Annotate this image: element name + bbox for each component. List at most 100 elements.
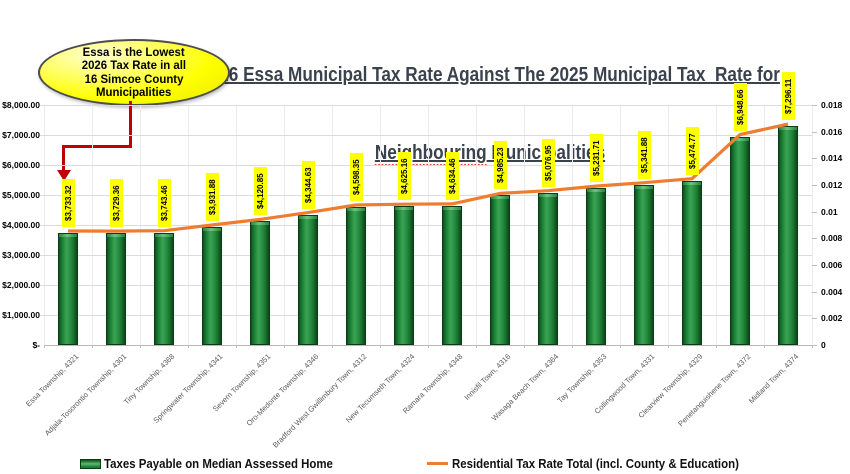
callout-text-line: Essa is the Lowest [82, 44, 186, 59]
bar-series-swatch-icon [80, 458, 101, 469]
y-axis-tick-right [812, 265, 817, 266]
x-axis-tick [140, 345, 141, 348]
plot-area: $3,733.32 $3,729.36 $3,743.46 $3,931.88 $4,1… [40, 72, 817, 348]
horizontal-gridline [40, 315, 812, 316]
y-axis-label-left: $3,000.00 [2, 250, 40, 260]
y-axis-label-right: 0.008 [821, 233, 843, 244]
y-axis-label-right: 0.006 [821, 260, 843, 270]
x-axis-tick [428, 345, 429, 348]
y-axis-label-left: $1,000.00 [2, 310, 40, 320]
bar-data-label: $7,296.11 [781, 72, 795, 121]
y-axis-label-right: 0 [821, 340, 826, 350]
y-axis-label-right: 0.002 [821, 313, 843, 324]
bar [154, 232, 174, 345]
x-axis-tick [716, 345, 717, 348]
bar [586, 188, 606, 345]
x-axis-tick [668, 345, 669, 348]
callout-connector-segment [62, 145, 132, 148]
bar [634, 184, 654, 345]
bar-data-label: $3,931.88 [205, 173, 219, 222]
y-axis-label-right: 0.014 [821, 153, 843, 164]
y-axis-label-left: $5,000.00 [2, 190, 40, 200]
horizontal-gridline [40, 105, 812, 106]
bar [394, 206, 414, 345]
x-axis-tick [188, 345, 189, 348]
callout-text-line: 2026 Tax Rate in all [81, 58, 187, 72]
callout-connector-segment [62, 145, 65, 172]
vertical-gridline [812, 105, 813, 345]
legend-bar-label: Taxes Payable on Median Assessed Home [104, 456, 333, 471]
y-axis-label-left: $6,000.00 [2, 160, 40, 170]
horizontal-gridline [40, 135, 812, 136]
bar-data-label: $4,120.85 [253, 167, 267, 216]
bar [682, 180, 702, 345]
x-axis-tick [812, 345, 813, 348]
x-axis-tick [572, 345, 573, 348]
horizontal-gridline [40, 165, 812, 166]
bar-data-label: $3,733.32 [61, 179, 75, 227]
horizontal-gridline [40, 285, 812, 286]
bar [346, 207, 366, 345]
x-axis-tick [44, 345, 45, 348]
y-axis-tick-right [812, 131, 817, 133]
tax-rate-line-layer [67, 122, 789, 233]
bar-data-label: $5,231.71 [589, 134, 603, 183]
x-axis-tick [476, 345, 477, 348]
tax-rate-line [67, 122, 789, 233]
bar [490, 195, 510, 345]
callout-text-line: Municipalities [96, 85, 172, 99]
y-axis-label-left: $- [32, 340, 40, 350]
y-axis-tick-right [812, 105, 817, 106]
line-series-swatch-icon [427, 461, 448, 466]
callout-text-line: 16 Simcoe County [84, 71, 184, 86]
bar [58, 233, 78, 345]
chart-title-line1: 2026 Essa Municipal Tax Rate Against The… [200, 64, 780, 86]
bar [106, 233, 126, 345]
y-axis-label-left: $8,000.00 [2, 100, 40, 110]
x-axis-tick [332, 345, 333, 348]
bar [202, 227, 222, 345]
horizontal-gridline [40, 255, 812, 256]
y-axis-label-right: 0.016 [821, 126, 843, 137]
bar [298, 214, 318, 345]
legend-item-line: Residential Tax Rate Total (incl. County… [427, 456, 778, 471]
bar-data-label: $5,474.77 [685, 126, 699, 175]
x-axis-tick [764, 345, 765, 348]
y-axis-label-left: $2,000.00 [2, 280, 40, 290]
y-axis-tick-right [812, 238, 817, 240]
legend-line-label: Residential Tax Rate Total (incl. County… [452, 456, 739, 471]
bar-data-label: $3,743.46 [157, 178, 171, 227]
horizontal-gridline [40, 225, 812, 226]
y-axis-label-right: 0.018 [821, 100, 843, 110]
callout-connector-segment [129, 101, 132, 148]
bar-data-label: $4,598.35 [349, 153, 363, 202]
x-axis-tick [284, 345, 285, 348]
bar-data-label: $6,948.66 [733, 82, 747, 131]
x-axis-tick [620, 345, 621, 348]
x-axis-tick [380, 345, 381, 348]
bar-data-label: $4,985.23 [493, 141, 507, 190]
y-axis-label-right: 0.012 [821, 180, 843, 190]
callout-ellipse: Essa is the Lowest 2026 Tax Rate in all … [38, 39, 230, 106]
y-axis-label-right: 0.004 [821, 286, 843, 297]
bar-data-label: $4,634.46 [445, 151, 459, 200]
y-axis-tick-right [812, 345, 817, 346]
bar-data-label: $4,625.16 [397, 152, 411, 201]
y-axis-label-right: 0.01 [821, 206, 838, 217]
y-axis-tick-right [812, 158, 817, 160]
y-axis-tick-right [812, 318, 817, 320]
bar-data-label: $5,341.88 [637, 130, 651, 179]
y-axis-label-left: $7,000.00 [2, 130, 40, 140]
y-axis-tick-right [812, 291, 817, 293]
x-axis-tick [236, 345, 237, 348]
y-axis-tick-right [812, 185, 817, 186]
bar [778, 126, 798, 345]
bar-data-label: $5,076.95 [541, 138, 555, 187]
x-axis-tick [92, 345, 93, 348]
bar-data-label: $4,344.63 [301, 160, 315, 209]
bar [538, 192, 558, 345]
horizontal-gridline [40, 195, 812, 196]
y-axis-label-left: $4,000.00 [2, 220, 40, 230]
legend-item-bars: Taxes Payable on Median Assessed Home [80, 456, 364, 471]
